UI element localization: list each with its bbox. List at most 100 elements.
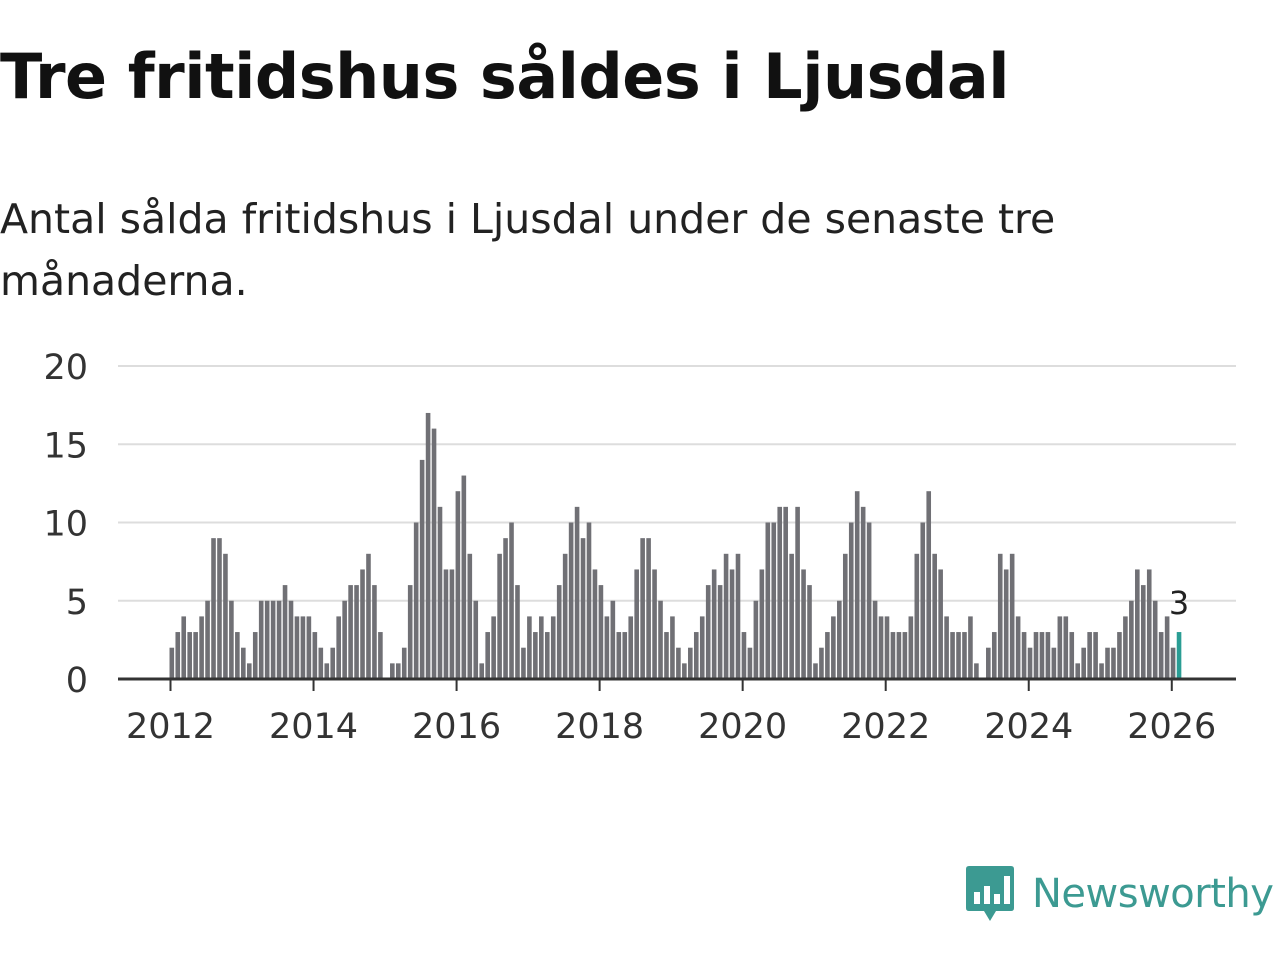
bars bbox=[169, 412, 1182, 679]
bar-highlight bbox=[1176, 632, 1182, 679]
bar bbox=[634, 569, 639, 679]
bar bbox=[944, 616, 949, 679]
bar bbox=[1146, 569, 1152, 679]
bar bbox=[419, 459, 425, 679]
bar bbox=[759, 569, 765, 679]
bar bbox=[252, 632, 258, 679]
bar bbox=[378, 632, 383, 679]
bar bbox=[372, 585, 377, 679]
bar bbox=[950, 632, 955, 679]
bar bbox=[825, 632, 830, 679]
bar bbox=[354, 585, 359, 679]
bar bbox=[431, 428, 437, 679]
bar bbox=[246, 663, 252, 679]
bar bbox=[1039, 632, 1045, 679]
bar bbox=[342, 600, 347, 679]
bar bbox=[1111, 647, 1116, 679]
bar bbox=[366, 553, 371, 679]
bar bbox=[1069, 632, 1075, 679]
y-tick-label: 20 bbox=[43, 348, 88, 388]
bar bbox=[205, 600, 210, 679]
brand-name: Newsworthy bbox=[1032, 871, 1274, 917]
x-tick-label: 2018 bbox=[555, 707, 644, 747]
bar bbox=[235, 632, 240, 679]
bar bbox=[521, 647, 526, 679]
bar bbox=[676, 647, 681, 679]
bar bbox=[1135, 569, 1140, 679]
bar bbox=[1021, 632, 1027, 679]
bar bbox=[360, 569, 365, 679]
bar bbox=[211, 538, 216, 679]
x-tick-label: 2022 bbox=[841, 707, 930, 747]
bar bbox=[229, 600, 234, 679]
bar bbox=[622, 632, 628, 679]
bar bbox=[1063, 616, 1069, 679]
bar bbox=[503, 538, 508, 679]
bar bbox=[544, 632, 550, 679]
bar bbox=[336, 616, 341, 679]
bar bbox=[616, 632, 622, 679]
bar bbox=[193, 632, 198, 679]
bar bbox=[771, 522, 777, 679]
bar bbox=[449, 569, 455, 679]
bar bbox=[801, 569, 806, 679]
bar bbox=[1087, 632, 1092, 679]
bar bbox=[473, 600, 479, 679]
bar bbox=[723, 553, 729, 679]
y-tick-label: 10 bbox=[43, 505, 88, 545]
bar bbox=[479, 663, 485, 679]
brand-logo: Newsworthy bbox=[964, 864, 1274, 924]
bar bbox=[586, 522, 592, 679]
bar bbox=[294, 616, 300, 679]
bar bbox=[515, 585, 520, 679]
bar bbox=[699, 616, 705, 679]
bar bbox=[401, 647, 407, 679]
bar bbox=[628, 616, 634, 679]
bar bbox=[199, 616, 204, 679]
bar bbox=[878, 616, 884, 679]
bar bbox=[1033, 632, 1039, 679]
bar bbox=[312, 632, 318, 679]
bar bbox=[920, 522, 926, 679]
bar bbox=[896, 632, 902, 679]
y-tick-label: 5 bbox=[66, 583, 88, 623]
bar bbox=[485, 632, 490, 679]
bar bbox=[574, 506, 580, 679]
bar bbox=[1075, 663, 1081, 679]
x-tick-label: 2014 bbox=[269, 707, 358, 747]
bar bbox=[390, 663, 395, 679]
bar bbox=[640, 538, 645, 679]
bar bbox=[986, 647, 991, 679]
bar bbox=[777, 506, 783, 679]
bar bbox=[491, 616, 496, 679]
bar bbox=[813, 663, 818, 679]
bar bbox=[747, 647, 753, 679]
bar bbox=[568, 522, 574, 679]
chart-subtitle: Antal sålda fritidshus i Ljusdal under d… bbox=[0, 195, 1056, 305]
bar bbox=[848, 522, 854, 679]
bar bbox=[425, 412, 431, 679]
bar bbox=[753, 600, 759, 679]
bar bbox=[1015, 616, 1021, 679]
bar bbox=[270, 600, 276, 679]
bar bbox=[807, 585, 812, 679]
bar-chart: 0 5 10 15 20 2012 2014 2016 2018 2020 2022 2024 202… bbox=[43, 348, 1236, 747]
x-tick-label: 2012 bbox=[126, 707, 215, 747]
bar bbox=[1105, 647, 1110, 679]
bar bbox=[991, 632, 997, 679]
bar bbox=[670, 616, 675, 679]
bar bbox=[789, 553, 794, 679]
bar bbox=[664, 632, 669, 679]
bar bbox=[652, 569, 657, 679]
bar bbox=[765, 522, 771, 679]
bar bbox=[1158, 632, 1164, 679]
bar bbox=[1045, 632, 1051, 679]
bar bbox=[258, 600, 264, 679]
bar bbox=[872, 600, 878, 679]
x-tick-label: 2024 bbox=[984, 707, 1073, 747]
bar bbox=[783, 506, 788, 679]
bar bbox=[610, 600, 616, 679]
bar bbox=[938, 569, 943, 679]
bar bbox=[795, 506, 800, 679]
y-axis-labels: 0 5 10 15 20 bbox=[43, 348, 88, 701]
